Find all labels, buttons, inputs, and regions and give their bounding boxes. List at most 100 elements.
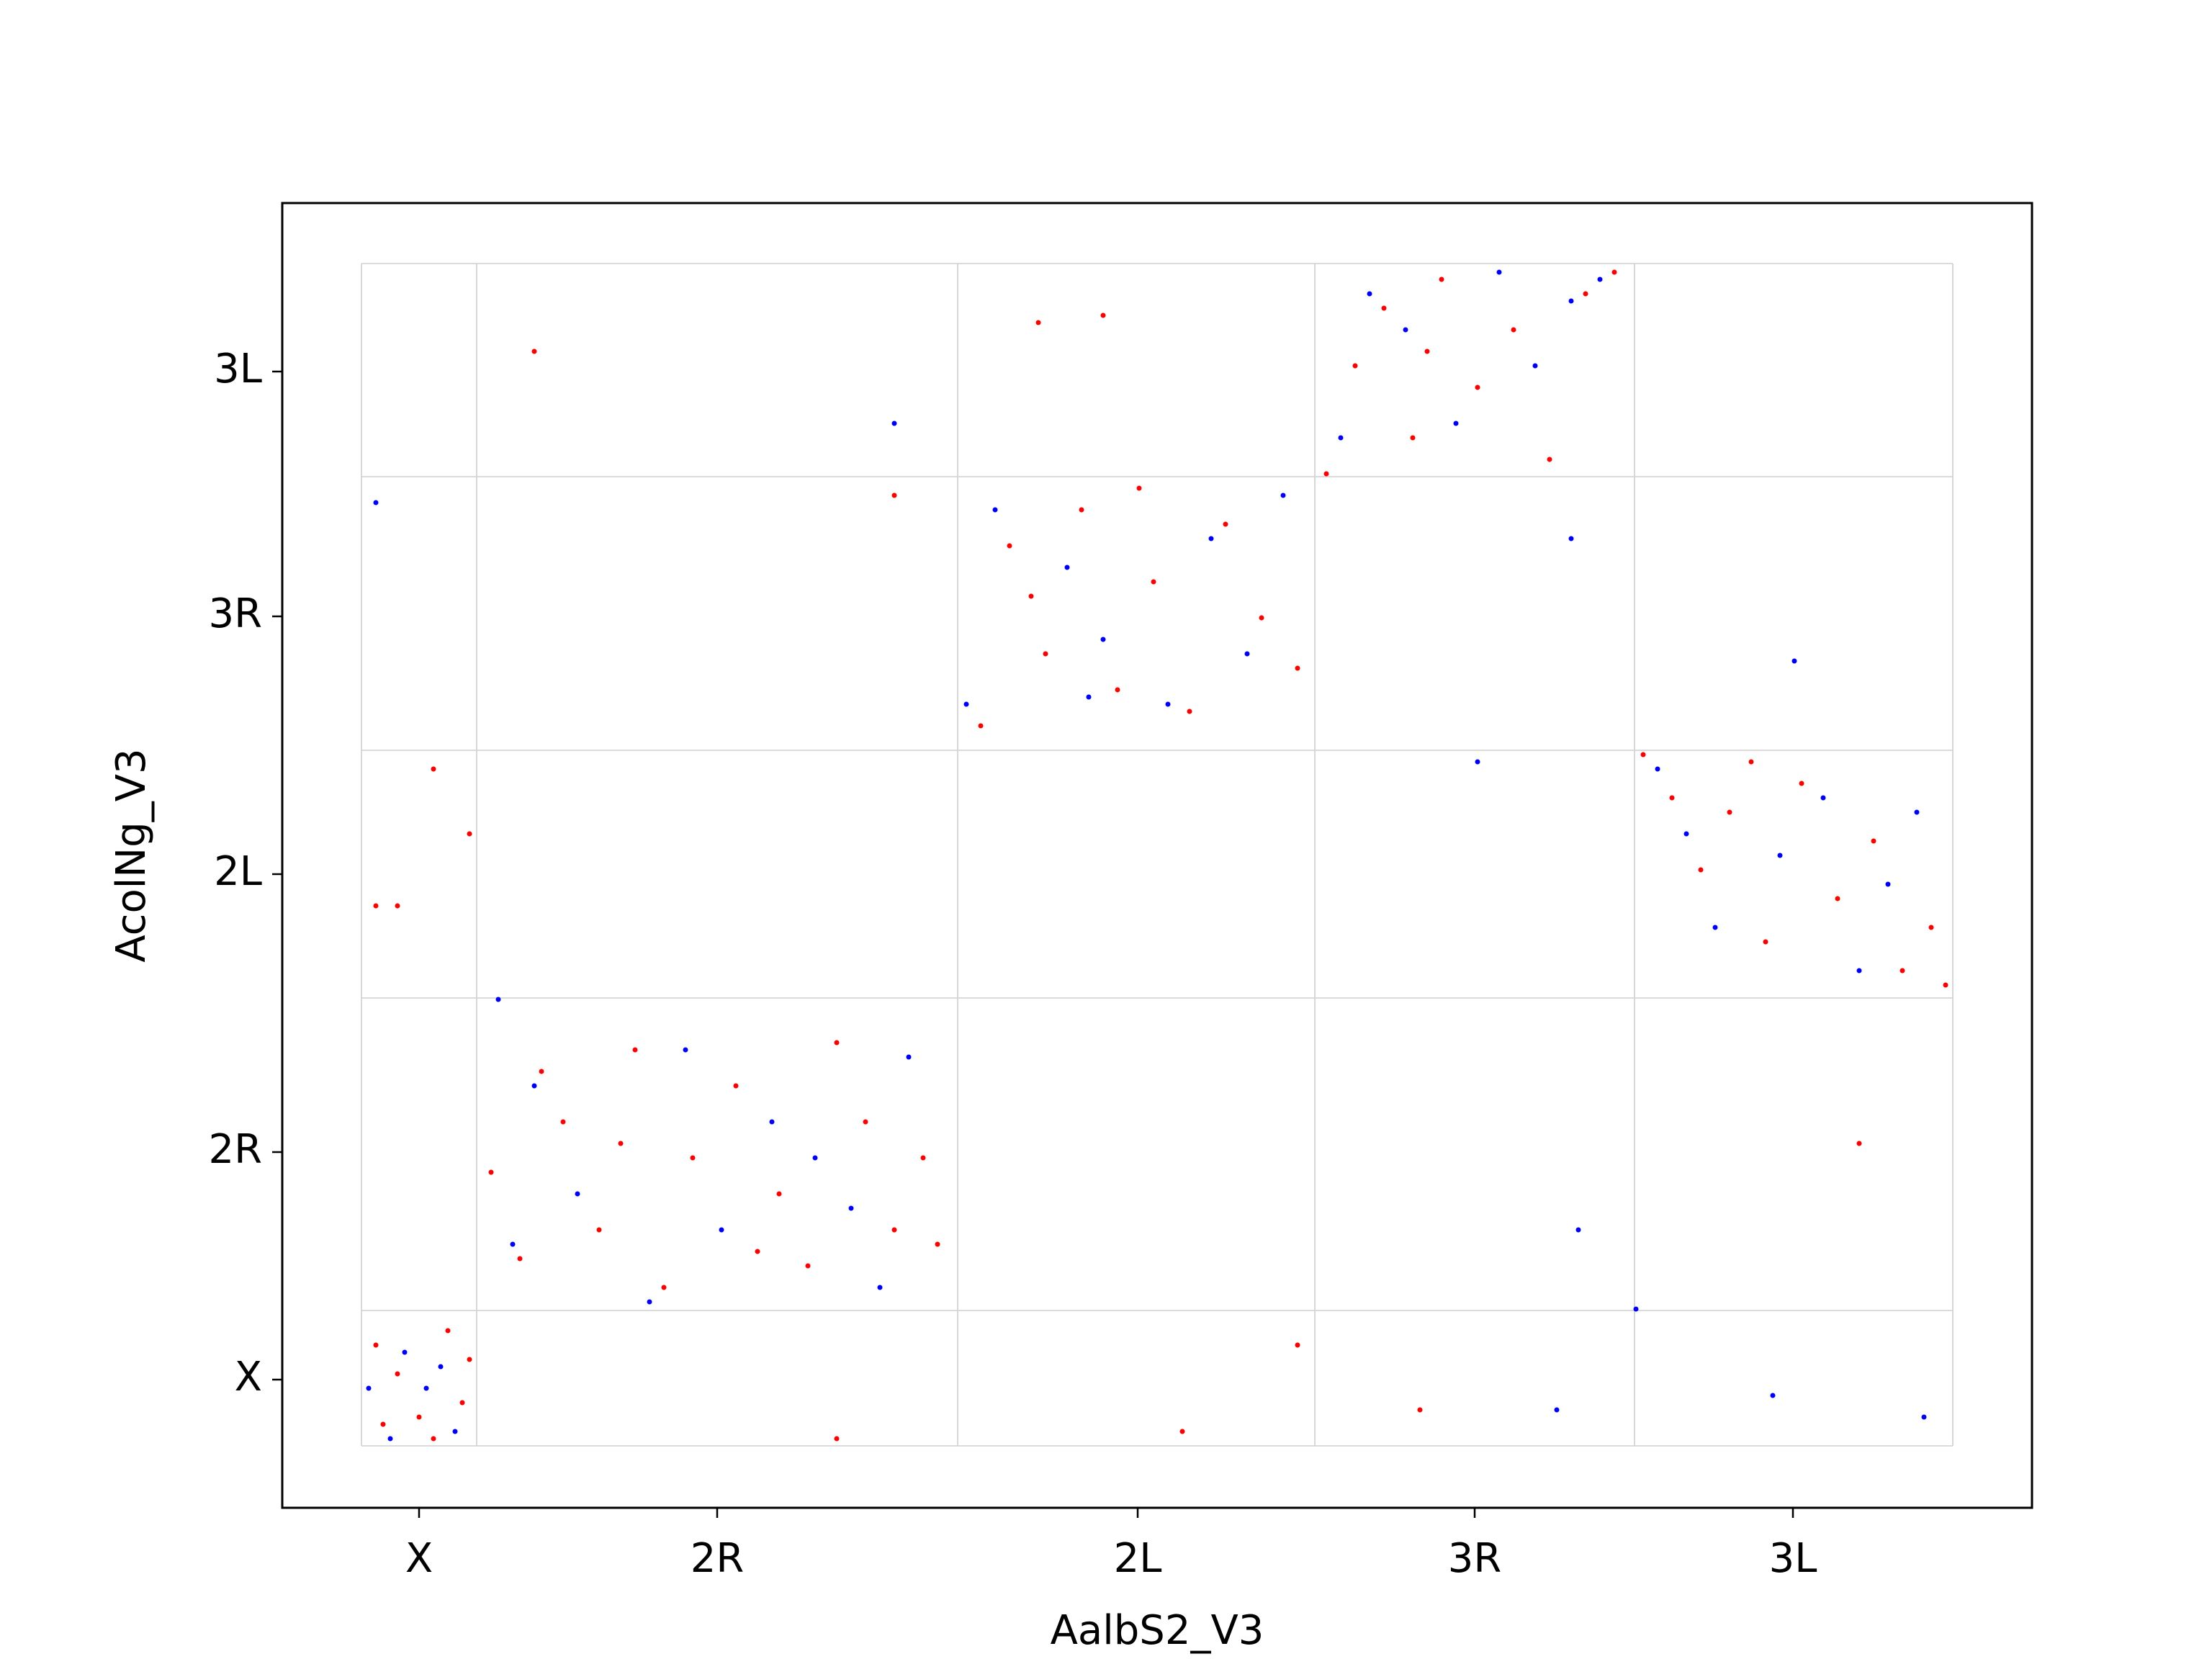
point: [1640, 752, 1646, 757]
point: [618, 1141, 624, 1146]
point: [906, 1054, 912, 1060]
x-tick-label: 2L: [1114, 1535, 1162, 1582]
point: [1136, 485, 1142, 491]
point: [1259, 615, 1264, 621]
y-tick-label: 2R: [208, 1126, 262, 1173]
point: [366, 1385, 372, 1391]
point: [1928, 925, 1934, 930]
point: [373, 903, 379, 909]
point: [1028, 593, 1034, 599]
point: [1280, 493, 1286, 498]
point: [1295, 665, 1300, 671]
point: [891, 493, 897, 498]
point: [1554, 1407, 1560, 1413]
point: [1100, 637, 1106, 642]
point: [560, 1119, 566, 1125]
point: [1921, 1414, 1927, 1420]
point: [776, 1191, 782, 1197]
point: [1943, 982, 1948, 988]
point: [1611, 269, 1617, 275]
point: [380, 1421, 386, 1427]
y-tick-label: 3L: [214, 346, 262, 392]
point: [467, 1357, 472, 1362]
point: [834, 1040, 840, 1046]
point: [1115, 687, 1120, 693]
point: [1381, 305, 1387, 311]
point: [510, 1241, 516, 1247]
point: [1770, 1393, 1776, 1398]
point: [1007, 543, 1012, 549]
y-axis-label: AcolNg_V3: [108, 748, 155, 962]
point: [978, 723, 984, 729]
point: [848, 1205, 854, 1211]
point: [1547, 457, 1552, 462]
point: [690, 1155, 696, 1161]
point: [1151, 579, 1156, 585]
point: [1410, 435, 1416, 441]
point: [575, 1191, 580, 1197]
point: [1633, 1306, 1639, 1312]
point: [1791, 658, 1797, 664]
point: [1835, 896, 1840, 902]
point: [877, 1285, 883, 1290]
point: [1727, 809, 1732, 815]
point: [395, 1371, 400, 1377]
point: [1417, 1407, 1423, 1413]
point: [992, 507, 998, 513]
point: [1064, 565, 1070, 570]
point: [1575, 1227, 1581, 1233]
point: [1511, 327, 1516, 333]
point: [719, 1227, 724, 1233]
point: [769, 1119, 775, 1125]
point: [431, 766, 436, 772]
point: [531, 349, 537, 354]
point: [431, 1436, 436, 1442]
point: [1583, 291, 1588, 297]
point: [1100, 313, 1106, 318]
point: [596, 1227, 602, 1233]
point: [1763, 939, 1768, 945]
point: [632, 1047, 638, 1053]
point: [517, 1256, 523, 1262]
point: [1683, 831, 1689, 837]
point: [935, 1241, 940, 1247]
point: [1532, 363, 1538, 369]
point: [1179, 1429, 1185, 1434]
point: [459, 1400, 465, 1406]
point: [733, 1083, 739, 1089]
point: [539, 1069, 544, 1074]
point: [805, 1263, 811, 1269]
point: [1187, 709, 1192, 714]
point: [467, 831, 472, 837]
point: [812, 1155, 818, 1161]
point: [863, 1119, 868, 1125]
point: [416, 1414, 422, 1420]
point: [891, 421, 897, 426]
point: [1208, 536, 1214, 541]
point: [920, 1155, 926, 1161]
point: [1439, 276, 1444, 282]
point: [1899, 968, 1905, 974]
point: [1712, 925, 1718, 930]
point: [1856, 1141, 1862, 1146]
point: [373, 500, 379, 505]
point: [661, 1285, 667, 1290]
point: [1820, 795, 1826, 801]
point: [1655, 766, 1660, 772]
point: [445, 1328, 451, 1334]
point: [1453, 421, 1459, 426]
point: [1403, 327, 1408, 333]
point: [1568, 298, 1574, 304]
point: [1871, 838, 1876, 844]
point: [1475, 759, 1480, 765]
plot-frame: [281, 202, 2033, 1509]
point: [488, 1169, 494, 1175]
point: [387, 1436, 393, 1442]
point: [1424, 349, 1430, 354]
y-tick-label: X: [235, 1354, 262, 1401]
point: [891, 1227, 897, 1233]
x-axis-label: AalbS2_V3: [1051, 1607, 1264, 1654]
point: [1799, 781, 1804, 786]
x-tick-label: 3L: [1769, 1535, 1817, 1582]
point: [438, 1364, 444, 1370]
